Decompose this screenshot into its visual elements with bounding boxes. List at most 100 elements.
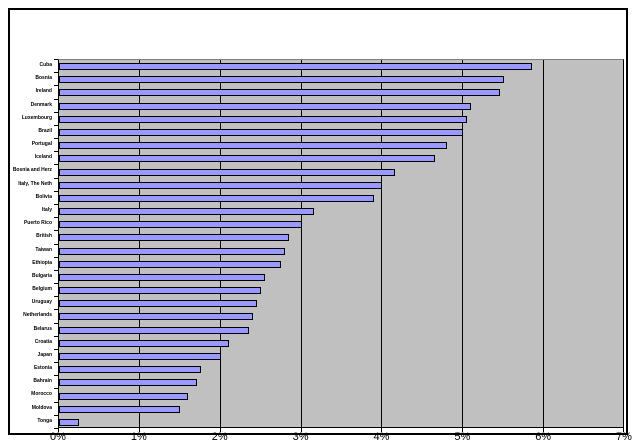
x-tick-label: 4% bbox=[373, 431, 390, 443]
y-axis-tick bbox=[54, 164, 58, 166]
category-label: Belarus bbox=[33, 325, 52, 332]
y-axis-tick bbox=[54, 375, 58, 377]
bar-british bbox=[59, 234, 290, 242]
bar-ethiopia bbox=[59, 260, 282, 268]
bar-iceland bbox=[59, 155, 435, 163]
gridline-2% bbox=[219, 60, 221, 427]
x-axis-tick bbox=[543, 428, 545, 432]
x-tick-label: 7% bbox=[616, 431, 632, 443]
bar-netherlands bbox=[59, 313, 254, 321]
y-axis-tick bbox=[54, 283, 58, 285]
category-label: Belgium bbox=[32, 286, 52, 293]
x-axis-tick bbox=[623, 428, 624, 432]
y-axis-tick bbox=[54, 322, 58, 324]
bar-bulgaria bbox=[59, 273, 266, 281]
x-tick-label: 3% bbox=[292, 431, 309, 443]
x-tick-label: 1% bbox=[130, 431, 147, 443]
gridline-1% bbox=[138, 60, 140, 427]
bar-bahrain bbox=[59, 379, 197, 387]
bar-belarus bbox=[59, 326, 249, 334]
category-label: Denmark bbox=[30, 101, 52, 108]
x-axis-tick bbox=[138, 428, 140, 432]
x-axis-tick bbox=[58, 428, 59, 432]
bar-belgium bbox=[59, 287, 262, 295]
y-axis-tick bbox=[54, 428, 58, 429]
y-axis-tick bbox=[54, 59, 58, 60]
y-axis-tick bbox=[54, 203, 58, 205]
x-axis-tick bbox=[462, 428, 464, 432]
y-axis-tick bbox=[54, 335, 58, 337]
category-label: Bolivia bbox=[35, 193, 52, 200]
y-axis-tick bbox=[54, 111, 58, 113]
y-axis-tick bbox=[54, 362, 58, 364]
bar-luxembourg bbox=[59, 115, 468, 123]
bar-portugal bbox=[59, 142, 448, 150]
y-axis-tick bbox=[54, 151, 58, 153]
x-axis-tick bbox=[219, 428, 221, 432]
category-label: Italy, The Neth bbox=[18, 180, 52, 187]
bar-uruguay bbox=[59, 300, 258, 308]
bar-brazil bbox=[59, 128, 464, 136]
x-tick-label: 0% bbox=[50, 431, 66, 443]
category-label: Bulgaria bbox=[31, 272, 52, 279]
y-axis-tick bbox=[54, 348, 58, 350]
bar-denmark bbox=[59, 102, 472, 110]
y-axis-tick bbox=[54, 217, 58, 219]
bar-croatia bbox=[59, 339, 229, 347]
y-axis-tick bbox=[54, 85, 58, 87]
category-label: Taiwan bbox=[35, 246, 52, 253]
bar-japan bbox=[59, 353, 221, 361]
bar-estonia bbox=[59, 366, 201, 374]
y-axis-tick bbox=[54, 138, 58, 140]
category-label: Japan bbox=[37, 351, 52, 358]
bar-tonga bbox=[59, 418, 80, 426]
bar-moldova bbox=[59, 405, 181, 413]
bar-italy-the-neth bbox=[59, 181, 383, 189]
bar-bosnia bbox=[59, 76, 504, 84]
category-label: Estonia bbox=[33, 365, 52, 372]
y-axis-tick bbox=[54, 309, 58, 311]
x-axis-tick bbox=[381, 428, 383, 432]
y-axis-tick bbox=[54, 230, 58, 232]
category-label: Puerto Rico bbox=[23, 220, 52, 227]
bar-italy bbox=[59, 208, 314, 216]
category-label: Morocco bbox=[31, 391, 52, 398]
bar-morocco bbox=[59, 392, 189, 400]
bar-ireland bbox=[59, 89, 500, 97]
category-label: Ireland bbox=[35, 88, 52, 95]
plot-area bbox=[58, 59, 624, 428]
bar-bosnia-and-herz bbox=[59, 168, 395, 176]
y-axis-tick bbox=[54, 256, 58, 258]
chart-border-frame: Cuba Bosnia Ireland Denmark Luxembourg Brazil… bbox=[8, 8, 632, 443]
category-label: Croatia bbox=[34, 338, 52, 345]
y-axis-tick bbox=[54, 388, 58, 390]
gridline-3% bbox=[300, 60, 302, 427]
category-label: British bbox=[36, 233, 52, 240]
y-axis-tick bbox=[54, 401, 58, 403]
category-label: Luxembourg bbox=[21, 114, 52, 121]
y-axis-tick bbox=[54, 269, 58, 271]
category-label: Netherlands bbox=[23, 312, 52, 319]
x-tick-label: 6% bbox=[535, 431, 552, 443]
x-tick-label: 5% bbox=[454, 431, 471, 443]
y-axis-tick bbox=[54, 296, 58, 298]
category-label: Brazil bbox=[38, 127, 52, 134]
category-label: Bosnia and Herz bbox=[12, 167, 52, 174]
category-label: Uruguay bbox=[31, 299, 52, 306]
category-label: Ethiopia bbox=[32, 259, 52, 266]
gridline-4% bbox=[381, 60, 383, 427]
x-axis-tick bbox=[300, 428, 302, 432]
y-axis-tick bbox=[54, 414, 58, 416]
category-label: Bahrain bbox=[33, 378, 52, 385]
category-label: Iceland bbox=[34, 154, 52, 161]
category-label: Italy bbox=[41, 206, 52, 213]
y-axis-tick bbox=[54, 98, 58, 100]
y-axis-tick bbox=[54, 190, 58, 192]
x-tick-label: 2% bbox=[211, 431, 228, 443]
category-label: Portugal bbox=[31, 141, 52, 148]
y-axis-tick bbox=[54, 243, 58, 245]
category-label: Cuba bbox=[39, 62, 53, 68]
y-axis-tick bbox=[54, 177, 58, 179]
bar-taiwan bbox=[59, 247, 286, 255]
